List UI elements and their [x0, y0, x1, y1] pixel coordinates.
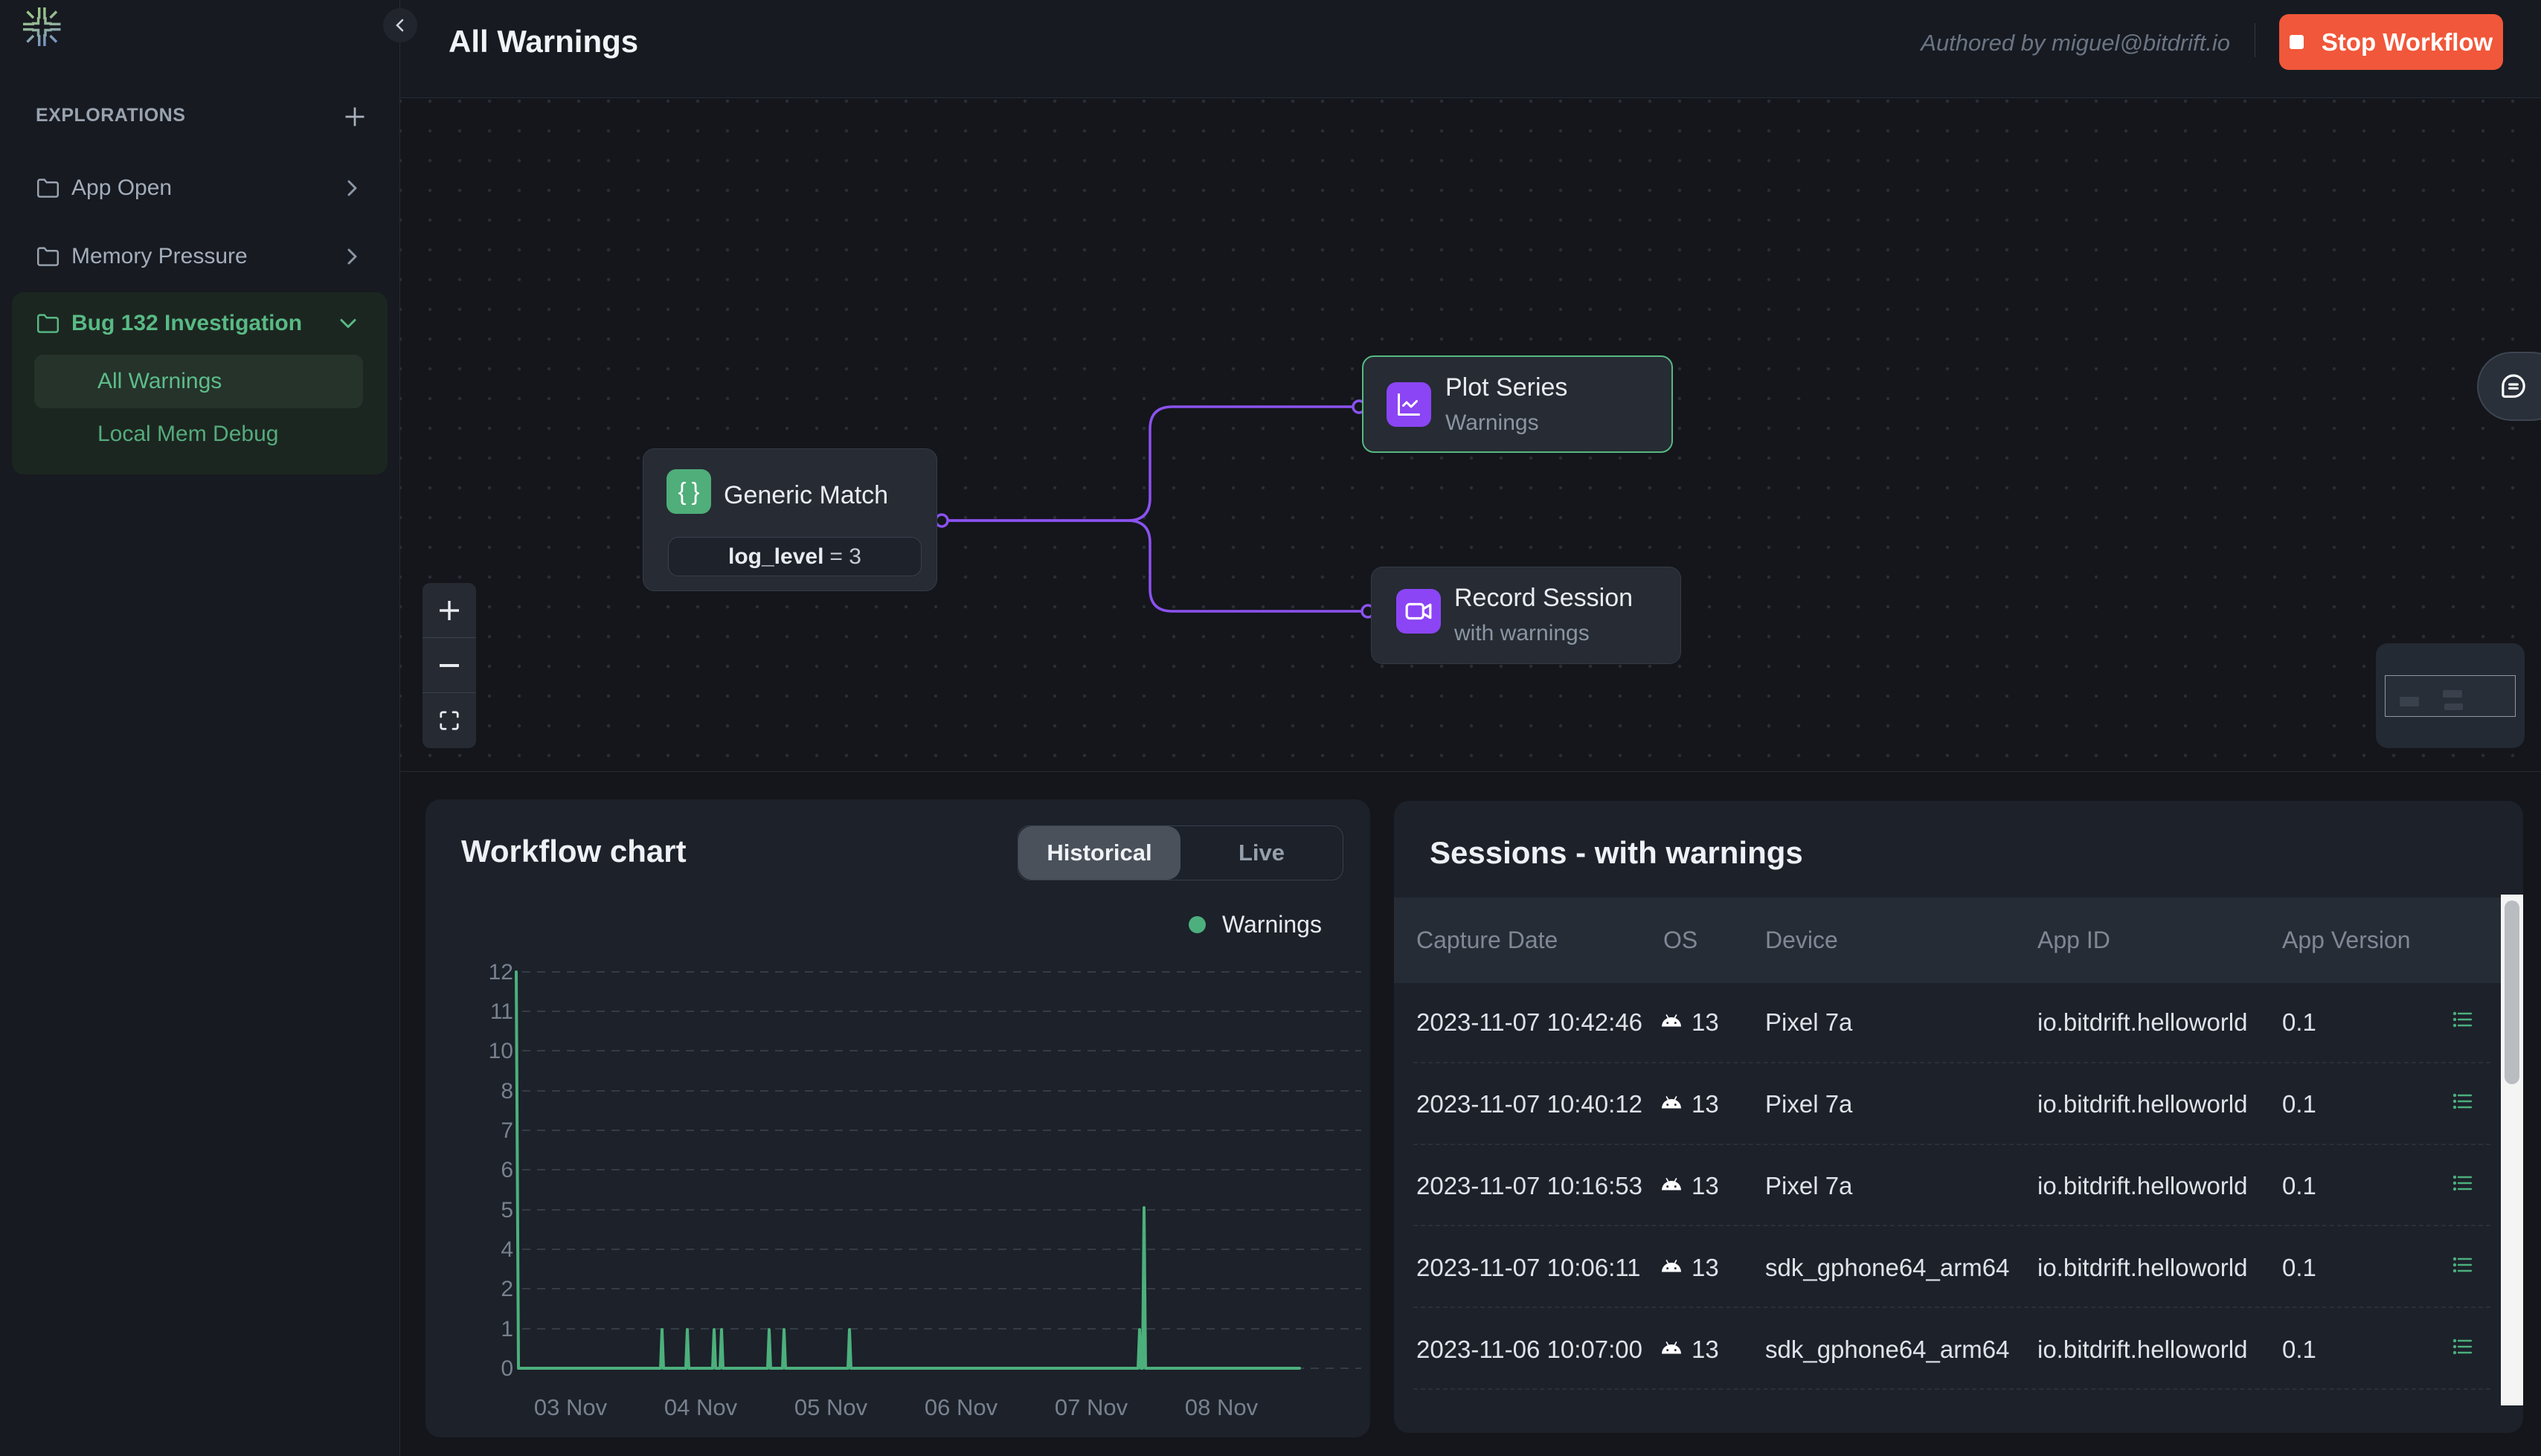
svg-text:06 Nov: 06 Nov [925, 1394, 998, 1420]
svg-text:07 Nov: 07 Nov [1055, 1394, 1128, 1420]
svg-text:08 Nov: 08 Nov [1185, 1394, 1259, 1420]
svg-text:5: 5 [501, 1198, 513, 1223]
svg-text:04 Nov: 04 Nov [664, 1394, 738, 1420]
svg-text:05 Nov: 05 Nov [794, 1394, 868, 1420]
svg-text:1: 1 [501, 1317, 513, 1341]
svg-text:03 Nov: 03 Nov [534, 1394, 608, 1420]
svg-text:6: 6 [501, 1158, 513, 1182]
svg-text:8: 8 [501, 1079, 513, 1104]
svg-text:4: 4 [501, 1237, 513, 1262]
svg-text:0: 0 [501, 1356, 513, 1381]
svg-text:11: 11 [490, 999, 513, 1024]
svg-text:12: 12 [489, 960, 513, 985]
svg-text:2: 2 [501, 1277, 513, 1301]
svg-text:10: 10 [489, 1039, 513, 1063]
svg-text:7: 7 [501, 1118, 513, 1143]
